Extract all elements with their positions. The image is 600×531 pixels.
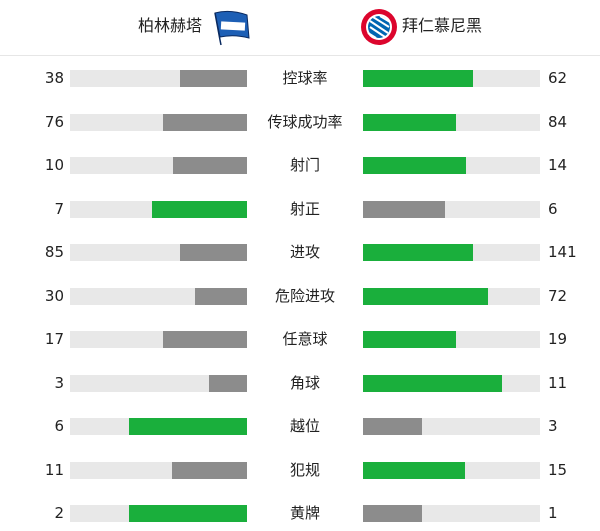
home-value: 30 [44, 286, 64, 305]
away-bar-fill [363, 418, 422, 435]
home-bar [70, 244, 247, 261]
home-bar [70, 70, 247, 87]
match-header: 柏林赫塔 拜仁慕尼黑 [0, 0, 600, 56]
home-bar [70, 157, 247, 174]
away-value: 19 [548, 330, 568, 348]
away-bar-fill [363, 461, 466, 479]
away-bar [363, 374, 540, 392]
away-bar [363, 157, 540, 174]
stat-row: 10 射门 14 [0, 155, 600, 175]
home-bar [70, 461, 247, 479]
stat-row: 30 危险进攻 72 [0, 286, 600, 306]
away-bar-fill [363, 331, 457, 348]
stat-label: 射门 [289, 156, 320, 174]
home-bar [70, 505, 247, 522]
home-value: 11 [44, 460, 64, 479]
away-value: 72 [548, 286, 568, 305]
stat-label: 犯规 [289, 460, 320, 479]
home-team-name: 柏林赫塔 [138, 16, 203, 35]
home-value: 10 [44, 156, 64, 174]
away-bar [363, 113, 540, 131]
bayern-crest-logo [361, 9, 397, 45]
away-bar-fill [363, 244, 474, 261]
home-bar-fill [209, 374, 247, 392]
stat-label: 黄牌 [289, 504, 320, 522]
home-bar [70, 418, 247, 435]
home-bar-fill [151, 200, 247, 218]
away-bar-fill [363, 505, 422, 522]
home-bar-fill [162, 113, 247, 131]
hertha-flag-logo [214, 10, 250, 46]
stat-label: 控球率 [282, 69, 328, 87]
away-bar [363, 200, 540, 218]
home-bar-fill [129, 418, 247, 435]
away-bar-fill [363, 374, 503, 392]
away-value: 15 [548, 460, 568, 479]
home-bar [70, 113, 247, 131]
stat-label: 进攻 [289, 243, 320, 261]
home-value: 2 [54, 504, 64, 522]
stat-row: 3 角球 11 [0, 373, 600, 393]
home-bar-fill [179, 70, 247, 87]
away-bar-fill [363, 157, 467, 174]
home-bar-fill [173, 157, 247, 174]
home-value: 3 [54, 373, 64, 392]
away-value: 3 [548, 417, 558, 435]
home-bar [70, 331, 247, 348]
home-value: 7 [54, 199, 64, 218]
stat-label: 越位 [289, 417, 320, 435]
home-bar [70, 374, 247, 392]
home-bar [70, 200, 247, 218]
away-bar [363, 287, 540, 305]
stat-label: 角球 [289, 373, 320, 392]
away-value: 141 [548, 243, 577, 261]
away-value: 62 [548, 69, 568, 87]
stat-row: 2 黄牌 1 [0, 503, 600, 523]
away-bar [363, 244, 540, 261]
stat-row: 17 任意球 19 [0, 329, 600, 349]
away-value: 14 [548, 156, 568, 174]
stat-label: 危险进攻 [274, 286, 335, 305]
stat-row: 11 犯规 15 [0, 460, 600, 480]
stat-label: 任意球 [282, 330, 328, 348]
away-bar [363, 505, 540, 522]
away-bar-fill [363, 113, 456, 131]
home-bar [70, 287, 247, 305]
away-value: 1 [548, 504, 558, 522]
away-team-name: 拜仁慕尼黑 [402, 16, 483, 35]
away-bar-fill [363, 200, 445, 218]
stat-label: 传球成功率 [267, 112, 343, 131]
away-bar-fill [363, 70, 473, 87]
home-bar-fill [129, 505, 247, 522]
home-bar-fill [172, 461, 247, 479]
home-value: 85 [44, 243, 64, 261]
away-bar [363, 70, 540, 87]
home-value: 76 [44, 112, 64, 131]
away-value: 6 [548, 199, 558, 218]
home-bar-fill [163, 331, 247, 348]
away-bar [363, 461, 540, 479]
away-value: 84 [548, 112, 568, 131]
home-value: 6 [54, 417, 64, 435]
stat-label: 射正 [289, 199, 320, 218]
stat-row: 7 射正 6 [0, 199, 600, 219]
stat-row: 76 传球成功率 84 [0, 112, 600, 132]
away-bar [363, 331, 540, 348]
away-value: 11 [548, 373, 568, 392]
home-value: 17 [44, 330, 64, 348]
stat-row: 6 越位 3 [0, 416, 600, 436]
home-value: 38 [44, 69, 64, 87]
home-bar-fill [180, 244, 247, 261]
home-bar-fill [194, 287, 247, 305]
away-bar-fill [363, 287, 488, 305]
away-bar [363, 418, 540, 435]
stat-row: 38 控球率 62 [0, 68, 600, 88]
stat-row: 85 进攻 141 [0, 242, 600, 262]
